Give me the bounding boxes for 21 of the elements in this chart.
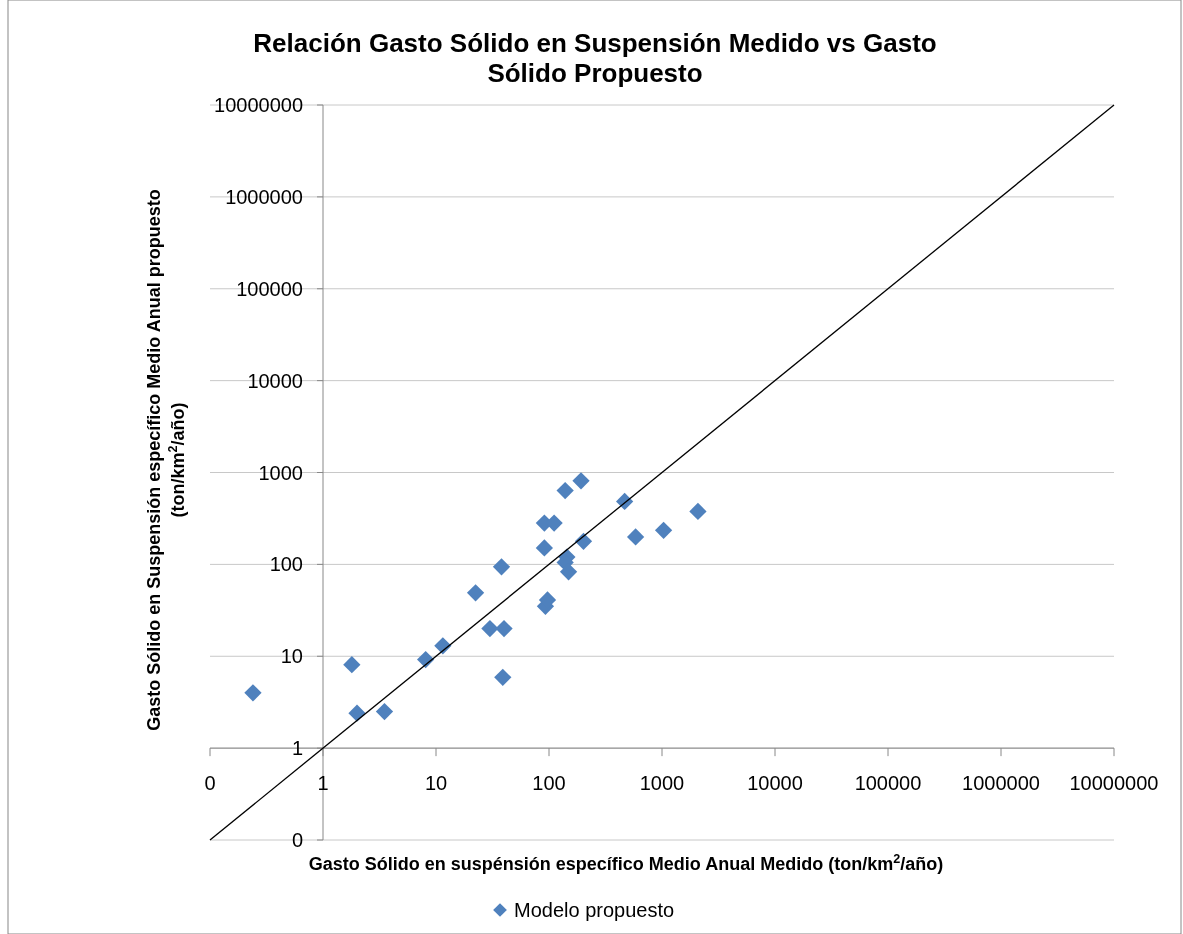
x-tick-label: 1 [317, 772, 329, 795]
y-tick-label: 100 [269, 553, 303, 576]
y-tick-label: 100000 [236, 277, 303, 300]
y-tick-label: 1000000 [225, 185, 303, 208]
x-tick-label: 1000 [639, 772, 685, 795]
x-tick-label: 10000000 [1069, 772, 1159, 795]
legend-label: Modelo propuesto [514, 899, 675, 921]
x-tick-label: 100 [532, 772, 566, 795]
y-tick-label: 10 [280, 645, 303, 668]
x-tick-label: 0 [204, 772, 216, 795]
x-axis-title: Gasto Sólido en suspénsión específico Medio Anual Medido (ton/km$^{2}$/año) [308, 852, 944, 874]
y-tick-label: 0 [291, 829, 303, 851]
x-tick-label: 100000 [854, 772, 922, 795]
chart-title: Relación Gasto Sólido en Suspensión Medido vs Gasto Sólido Propuesto [253, 28, 937, 88]
x-tick-label: 10 [424, 772, 448, 795]
y-tick-label: 1 [291, 737, 303, 760]
x-tick-label: 1000000 [962, 772, 1040, 795]
x-tick-label: 10000 [747, 772, 803, 795]
y-tick-label: 10000 [247, 369, 303, 392]
y-tick-label: 10000000 [214, 94, 303, 116]
y-tick-label: 1000 [258, 461, 303, 484]
